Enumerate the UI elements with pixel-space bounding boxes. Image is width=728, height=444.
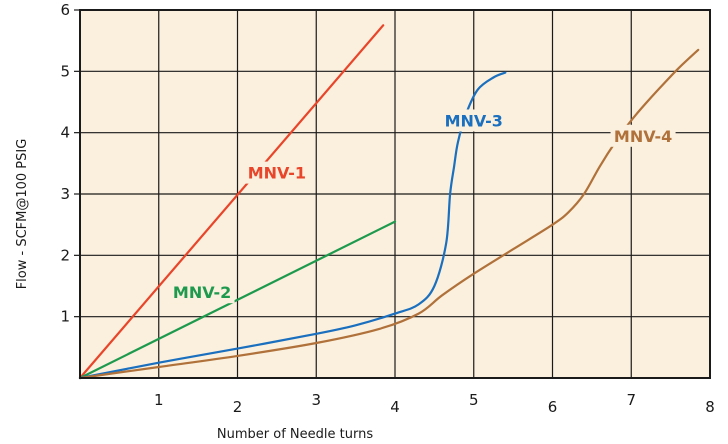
series-line-mnv-1 [78,24,385,380]
x-tick-label: 2 [233,398,243,416]
series-line-mnv-3 [78,71,507,380]
x-tick-label: 8 [705,398,715,416]
axis-ticks: 1 2 3 4 5 6 7 8 1 2 3 4 5 6 [60,1,714,416]
x-axis-title: Number of Needle turns [217,427,373,442]
y-tick-label: 6 [60,1,70,19]
y-tick-label: 4 [60,124,70,142]
x-tick-label: 4 [390,398,400,416]
x-tick-label: 5 [469,391,479,409]
series-labels: MNV-1 MNV-2 MNV-3 MNV-4 [169,109,676,304]
y-tick-label: 3 [60,185,70,203]
y-axis-title: Flow - SCFM@100 PSIG [15,139,30,290]
series-label-mnv-1: MNV-1 [248,164,306,183]
y-tick-label: 1 [60,308,70,326]
series-lines [78,24,700,380]
series-label-bg [441,109,507,132]
x-tick-label: 3 [311,391,321,409]
series-label-bg [169,281,235,304]
x-tick-label: 6 [548,398,558,416]
series-label-mnv-4: MNV-4 [614,127,672,146]
x-tick-label: 7 [626,391,636,409]
y-tick-label: 2 [60,246,70,264]
y-tick-label: 5 [60,62,70,80]
x-tick-label: 1 [154,391,164,409]
series-label-bg [244,161,310,184]
series-line-mnv-4 [78,48,700,380]
series-label-mnv-2: MNV-2 [173,283,231,302]
series-label-mnv-3: MNV-3 [445,111,503,130]
series-line-mnv-2 [78,220,397,380]
series-label-bg [610,124,676,147]
